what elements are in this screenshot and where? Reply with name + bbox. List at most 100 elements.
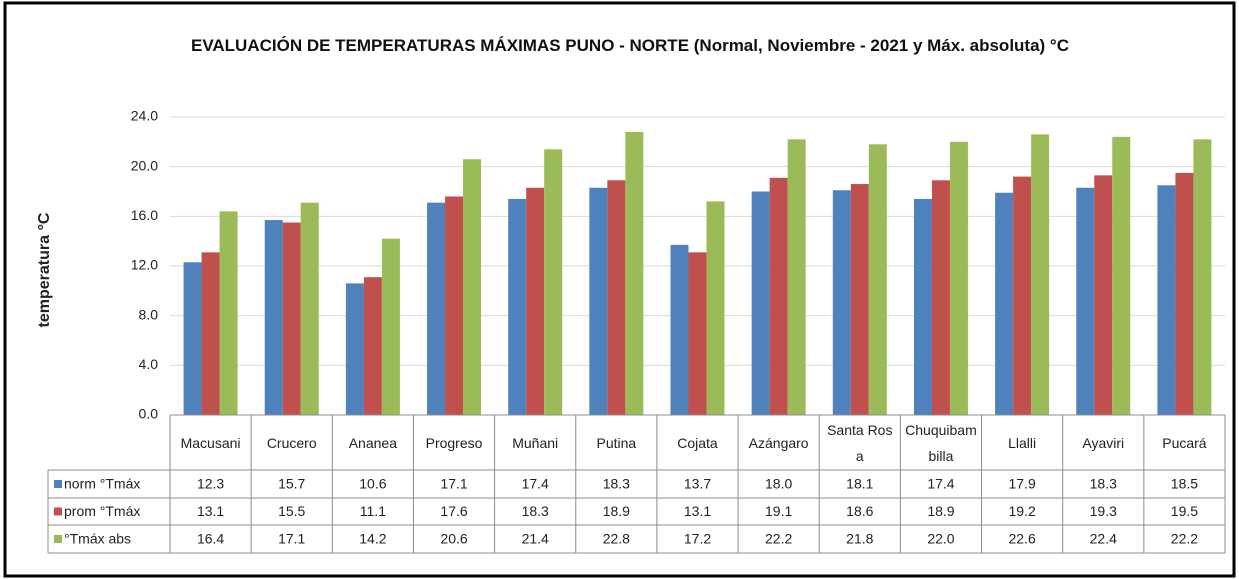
bar (201, 252, 220, 415)
bar (381, 238, 400, 415)
legend-label: norm °Tmáx (64, 476, 140, 492)
table-value: 17.4 (522, 476, 549, 492)
table-value: 16.4 (197, 531, 224, 547)
bar (995, 192, 1014, 415)
table-value: 17.6 (440, 503, 467, 519)
table-value: 13.7 (684, 476, 711, 492)
table-value: 15.7 (278, 476, 305, 492)
x-tick-label: Macusani (180, 434, 241, 451)
legend-label: °Tmáx abs (64, 531, 131, 547)
bar (526, 187, 545, 415)
bar (463, 159, 482, 415)
table-value: 18.3 (522, 503, 549, 519)
legend-label: prom °Tmáx (64, 503, 140, 519)
bar (769, 177, 788, 415)
bar (1193, 139, 1212, 415)
legend-swatch (54, 480, 62, 488)
x-tick-label: Ayaviri (1082, 434, 1125, 451)
table-value: 22.4 (1090, 531, 1117, 547)
table-value: 19.2 (1008, 503, 1035, 519)
x-tick-label: Chuquibambilla (905, 421, 977, 464)
bar (706, 201, 725, 415)
x-tick-label: Azángaro (748, 434, 809, 451)
table-value: 19.5 (1171, 503, 1198, 519)
table-value: 22.2 (1171, 531, 1198, 547)
x-tick-label: Pucará (1162, 434, 1207, 451)
bar (363, 277, 382, 415)
table-value: 18.6 (846, 503, 873, 519)
legend-swatch (54, 535, 62, 543)
bar (913, 198, 932, 415)
bar (1094, 175, 1113, 415)
chart-title: EVALUACIÓN DE TEMPERATURAS MÁXIMAS PUNO … (190, 36, 1069, 55)
bar (219, 211, 238, 415)
bar (183, 262, 202, 415)
bar (589, 187, 608, 415)
table-value: 18.3 (603, 476, 630, 492)
bar (868, 144, 887, 416)
legend-swatch (54, 507, 62, 516)
table-value: 17.1 (278, 531, 305, 547)
table-value: 18.9 (603, 503, 630, 519)
y-tick-label: 12.0 (131, 257, 158, 273)
chart-border (3, 1, 1236, 578)
y-tick-label: 16.0 (131, 207, 158, 223)
table-value: 18.5 (1171, 476, 1198, 492)
bar (931, 180, 950, 415)
x-tick-label: Santa Rosa (827, 421, 893, 464)
x-tick-label: Llalli (1008, 434, 1037, 451)
table-value: 12.3 (197, 476, 224, 492)
table-value: 14.2 (359, 531, 386, 547)
bar (445, 196, 464, 415)
bar (264, 220, 283, 415)
y-tick-label: 4.0 (139, 356, 159, 372)
table-value: 13.1 (684, 503, 711, 519)
table-value: 22.0 (927, 531, 954, 547)
table-value: 18.3 (1090, 476, 1117, 492)
table-value: 11.1 (360, 503, 386, 519)
x-tick-label: Muñani (512, 434, 559, 451)
table-value: 21.4 (522, 531, 549, 547)
bar (508, 198, 527, 415)
bar (1112, 136, 1131, 415)
bar (625, 131, 644, 415)
table-value: 22.8 (603, 531, 630, 547)
table-value: 22.6 (1008, 531, 1035, 547)
y-tick-label: 0.0 (139, 406, 159, 422)
x-tick-label: Cojata (677, 434, 718, 451)
table-value: 19.1 (765, 503, 792, 519)
y-tick-label: 24.0 (131, 108, 158, 124)
table-value: 22.2 (765, 531, 792, 547)
bar (427, 202, 446, 415)
x-tick-label: Progreso (425, 434, 483, 451)
y-axis-label: temperatura °C (36, 212, 53, 327)
table-value: 19.3 (1090, 503, 1117, 519)
bar (1013, 176, 1032, 415)
bar (670, 244, 689, 415)
table-value: 17.9 (1008, 476, 1035, 492)
table-value: 10.6 (359, 476, 386, 492)
table-value: 13.1 (197, 503, 224, 519)
bar (1031, 134, 1050, 415)
bar (688, 252, 707, 415)
bar (300, 202, 319, 415)
bar (345, 283, 364, 415)
bar (1076, 187, 1095, 415)
x-tick-label: Crucero (266, 434, 317, 451)
table-value: 18.0 (765, 476, 792, 492)
x-tick-label: Ananea (348, 434, 397, 451)
table-value: 18.1 (846, 476, 873, 492)
table-value: 20.6 (440, 531, 467, 547)
table-value: 17.1 (440, 476, 467, 492)
bar (787, 139, 806, 415)
table-value: 21.8 (846, 531, 873, 547)
bar (832, 190, 851, 415)
x-tick-label: Putina (596, 434, 637, 451)
bar (607, 180, 626, 415)
table-value: 15.5 (278, 503, 305, 519)
y-tick-label: 8.0 (139, 306, 159, 322)
table-value: 17.4 (927, 476, 954, 492)
bar (850, 184, 869, 415)
